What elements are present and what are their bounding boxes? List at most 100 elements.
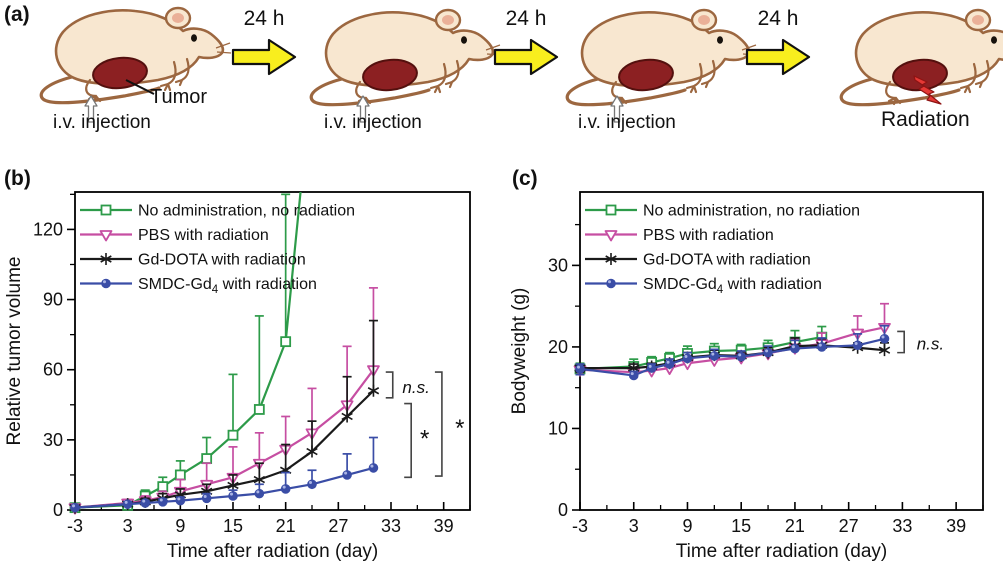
legend-label: Gd-DOTA with radiation [643,252,811,269]
x-tick-label: 21 [785,516,805,536]
y-tick-label: 90 [43,290,63,310]
y-tick-label: 120 [33,219,63,239]
circle-marker-highlight [256,490,260,494]
circle-marker [763,347,773,358]
square-marker [227,429,239,441]
square-marker [157,481,169,493]
x-tick-label: 27 [328,516,348,536]
x-tick-label: 27 [839,516,859,536]
circle-marker-highlight [282,485,286,489]
series-line [75,192,302,509]
legend-label: SMDC-Gd4 with radiation [643,276,822,296]
y-tick-label: 0 [53,500,63,520]
asterisk-marker [100,253,112,265]
circle-marker-highlight [666,360,670,364]
series-line [580,337,885,377]
asterisk-marker [605,253,617,265]
panel-c-label: (c) [512,167,538,190]
significance-bracket: n.s. [385,371,430,399]
interval-label-2: 24 h [505,7,547,30]
circle-marker-highlight [159,498,163,502]
x-tick-label: 9 [682,516,692,536]
bracket-line [897,330,905,354]
asterisk-marker [878,344,891,357]
asterisk-marker [367,384,380,397]
circle-marker-highlight [711,352,715,356]
y-tick-label: 10 [548,418,568,438]
circle-marker [342,470,352,480]
circle-marker [280,484,291,494]
circle-marker-highlight [309,480,312,484]
interval-arrow-3 [745,38,811,76]
mouse-3 [565,8,759,107]
circle-marker [646,363,657,373]
x-tick-label: -3 [67,516,83,536]
circle-marker [790,343,800,354]
circle-marker-highlight [577,365,580,369]
circle-marker [852,340,863,351]
x-tick-label: 39 [434,516,454,536]
circle-marker [228,491,238,501]
legend-label: PBS with radiation [138,227,269,244]
legend: No administration, no radiation PBS with … [80,203,355,296]
significance-bracket: n.s. [897,330,944,354]
asterisk-marker [341,410,353,423]
significance-bracket: * [404,402,429,479]
circle-marker [736,351,746,362]
circle-marker [101,278,111,289]
circle-marker-highlight [230,492,233,496]
circle-marker-highlight [818,343,822,347]
circle-marker-highlight [103,280,106,284]
iv-injection-label-1: i.v. injection [53,112,151,133]
circle-marker [879,333,890,344]
circle-marker [709,351,720,361]
x-tick-label: 39 [946,516,966,536]
legend-label: No administration, no radiation [643,203,860,220]
y-tick-label: 20 [548,337,568,357]
x-axis-title: Time after radiation (day) [167,541,379,562]
significance-label: n.s. [402,378,429,397]
series-circle [70,436,379,513]
significance-label: n.s. [917,335,944,354]
x-tick-label: -3 [572,516,588,536]
mice-schematic [39,6,1003,123]
circle-marker-highlight [142,499,146,503]
x-tick-label: 33 [381,516,401,536]
square-marker [605,204,617,216]
asterisk-marker [306,445,318,458]
legend-label: SMDC-Gd4 with radiation [138,276,317,296]
square-marker [174,469,186,481]
series-line [580,336,822,371]
circle-marker-highlight [630,372,634,376]
bracket-line [404,402,412,479]
tumor-callout-line [125,79,155,95]
x-tick-label: 3 [123,516,133,536]
circle-marker-highlight [854,341,858,345]
square-marker [201,453,213,464]
circle-marker-highlight [648,364,652,368]
series-line [75,389,375,509]
circle-marker-highlight [881,335,885,339]
radiation-label: Radiation [881,108,970,131]
square-marker [253,404,265,415]
circle-marker [628,370,639,381]
circle-marker-highlight [791,345,795,349]
legend-label: PBS with radiation [643,227,774,244]
x-tick-label: 15 [223,516,243,536]
circle-marker [817,342,827,352]
square-marker [280,336,292,348]
circle-marker-highlight [72,504,75,508]
square-marker [100,204,112,216]
x-tick-label: 15 [731,516,751,536]
circle-marker [664,359,675,369]
y-tick-label: 0 [558,500,568,520]
significance-label: * [455,415,464,442]
interval-arrow-1 [231,38,297,76]
circle-marker [122,499,133,509]
y-axis-title: Bodyweight (g) [509,288,530,415]
iv-injection-label-3: i.v. injection [578,112,676,133]
